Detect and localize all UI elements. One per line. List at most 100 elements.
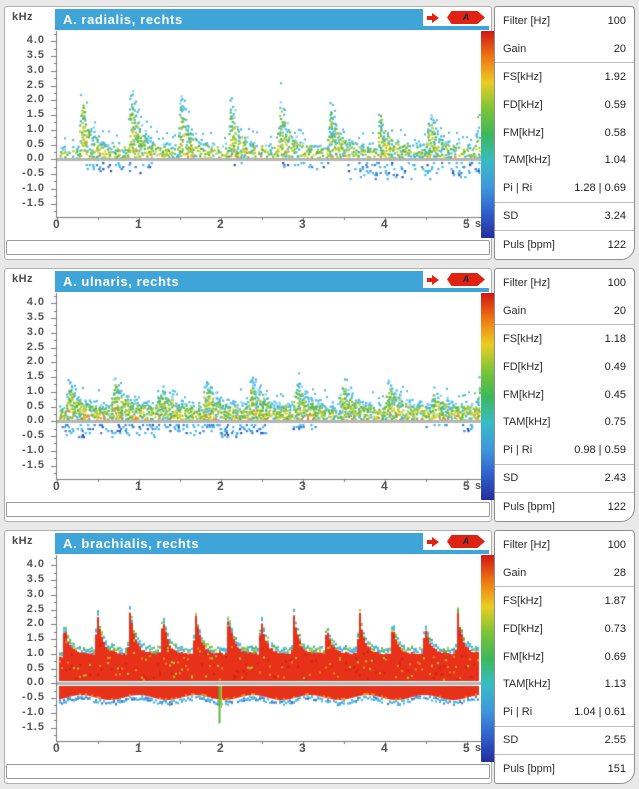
- y-tick-label: 1.0: [26, 384, 45, 397]
- spectrogram-canvas[interactable]: [49, 554, 491, 750]
- flow-direction-indicator[interactable]: A: [423, 9, 489, 26]
- y-tick-label: 4.0: [26, 34, 45, 47]
- parameter-label: Puls [bpm]: [503, 763, 555, 776]
- parameter-label: Filter [Hz]: [503, 14, 551, 27]
- x-tick-label: 4: [381, 741, 388, 755]
- y-tick-label: 1.5: [26, 370, 45, 383]
- probe-icon: A: [447, 11, 485, 24]
- parameter-value: 151: [607, 763, 626, 776]
- y-tick-label: 3.5: [26, 311, 45, 324]
- flow-direction-indicator[interactable]: A: [423, 533, 489, 550]
- doppler-panel: kHz A. radialis, rechts A 4.0 3.5 3.0 2.5 2.…: [4, 6, 635, 260]
- parameter-label: Gain: [503, 566, 527, 579]
- parameter-value: 0.49: [604, 360, 626, 373]
- parameter-row: TAM[kHz] 1.13: [495, 670, 634, 698]
- parameter-sidebar: Filter [Hz] 100 Gain 20 FS[kHz] 1.18 FD[kHz] 0.…: [494, 268, 635, 522]
- parameter-row: FD[kHz] 0.59: [495, 91, 634, 119]
- parameter-label: Puls [bpm]: [503, 239, 555, 252]
- parameter-row: Pi | Ri 0.98 | 0.59: [495, 436, 634, 464]
- arrow-right-icon: [427, 536, 444, 547]
- y-tick-label: 3.5: [26, 49, 45, 62]
- parameter-value: 1.18: [604, 333, 626, 346]
- parameter-value: 20: [613, 42, 626, 55]
- parameter-value: 1.92: [604, 71, 626, 84]
- parameter-value: 3.24: [604, 210, 626, 223]
- parameter-value: 1.13: [604, 678, 626, 691]
- y-axis-unit-label: kHz: [12, 273, 34, 285]
- y-tick-label: 0.0: [26, 414, 45, 427]
- y-tick-label: 1.0: [26, 646, 45, 659]
- parameter-label: TAM[kHz]: [503, 154, 551, 167]
- y-tick-label: -1.5: [22, 458, 45, 471]
- panel-title-bar: A. brachialis, rechts: [55, 533, 489, 554]
- parameter-group: FS[kHz] 1.87 FD[kHz] 0.73 FM[kHz] 0.69 TAM[kHz…: [495, 586, 634, 725]
- parameter-row: Pi | Ri 1.28 | 0.69: [495, 174, 634, 202]
- parameter-value: 20: [613, 304, 626, 317]
- arrow-right-icon: [427, 274, 444, 285]
- parameter-row: Puls [bpm] 151: [495, 755, 634, 783]
- y-axis-unit-label: kHz: [12, 11, 34, 23]
- flow-direction-indicator[interactable]: A: [423, 271, 489, 288]
- doppler-panel: kHz A. brachialis, rechts A 4.0 3.5 3.0 2.5…: [4, 530, 635, 784]
- parameter-value: 122: [607, 501, 626, 514]
- parameter-value: 0.98 | 0.59: [574, 443, 626, 456]
- timeline-strip: [6, 502, 490, 517]
- parameter-row: Filter [Hz] 100: [495, 7, 634, 35]
- y-tick-label: -0.5: [22, 429, 45, 442]
- parameter-label: Pi | Ri: [503, 443, 533, 456]
- x-axis-unit-label: s: [475, 742, 482, 754]
- parameter-group: SD 2.55: [495, 725, 634, 755]
- parameter-label: FS[kHz]: [503, 333, 543, 346]
- parameter-row: FM[kHz] 0.45: [495, 381, 634, 409]
- y-tick-label: 0.0: [26, 676, 45, 689]
- x-axis-unit-label: s: [475, 218, 482, 230]
- x-tick-label: 1: [135, 217, 142, 231]
- parameter-label: FS[kHz]: [503, 595, 543, 608]
- parameter-label: Filter [Hz]: [503, 276, 551, 289]
- y-tick-label: 2.5: [26, 78, 45, 91]
- y-tick-label: 3.0: [26, 63, 45, 76]
- parameter-label: SD: [503, 210, 519, 223]
- x-tick-label: 5: [463, 741, 470, 755]
- probe-icon: A: [447, 535, 485, 548]
- y-tick-label: -0.5: [22, 167, 45, 180]
- probe-icon: A: [447, 273, 485, 286]
- x-tick-label: 0: [53, 479, 60, 493]
- y-tick-label: 2.0: [26, 355, 45, 368]
- parameter-group: FS[kHz] 1.18 FD[kHz] 0.49 FM[kHz] 0.45 TAM[kHz…: [495, 324, 634, 463]
- parameter-value: 1.87: [604, 595, 626, 608]
- y-tick-label: 3.5: [26, 573, 45, 586]
- x-tick-label: 5: [463, 479, 470, 493]
- y-tick-label: 0.5: [26, 661, 45, 674]
- timeline-strip: [6, 240, 490, 255]
- y-tick-label: 2.0: [26, 93, 45, 106]
- parameter-row: FS[kHz] 1.87: [495, 587, 634, 615]
- spectrogram-canvas[interactable]: [49, 30, 491, 226]
- parameter-label: SD: [503, 472, 519, 485]
- parameter-value: 100: [607, 276, 626, 289]
- x-tick-label: 1: [135, 479, 142, 493]
- x-tick-label: 4: [381, 479, 388, 493]
- parameter-value: 0.58: [604, 126, 626, 139]
- y-tick-label: -1.0: [22, 181, 45, 194]
- y-tick-label: -1.0: [22, 443, 45, 456]
- y-tick-label: 2.5: [26, 602, 45, 615]
- y-tick-label: 0.5: [26, 399, 45, 412]
- panel-title: A. radialis, rechts: [63, 12, 183, 27]
- parameter-value: 1.04: [604, 154, 626, 167]
- y-tick-label: 4.0: [26, 296, 45, 309]
- parameter-value: 0.75: [604, 416, 626, 429]
- parameter-group: FS[kHz] 1.92 FD[kHz] 0.59 FM[kHz] 0.58 TAM[kHz…: [495, 62, 634, 201]
- parameter-row: Puls [bpm] 122: [495, 231, 634, 259]
- spectrogram-canvas[interactable]: [49, 292, 491, 488]
- parameter-row: Pi | Ri 1.04 | 0.61: [495, 698, 634, 726]
- parameter-sidebar: Filter [Hz] 100 Gain 28 FS[kHz] 1.87 FD[kHz] 0.…: [494, 530, 635, 784]
- parameter-row: FS[kHz] 1.92: [495, 63, 634, 91]
- doppler-panel: kHz A. ulnaris, rechts A 4.0 3.5 3.0 2.5 2.0…: [4, 268, 635, 522]
- parameter-label: TAM[kHz]: [503, 416, 551, 429]
- parameter-row: Gain 28: [495, 559, 634, 587]
- x-tick-label: 3: [299, 217, 306, 231]
- parameter-label: Pi | Ri: [503, 181, 533, 194]
